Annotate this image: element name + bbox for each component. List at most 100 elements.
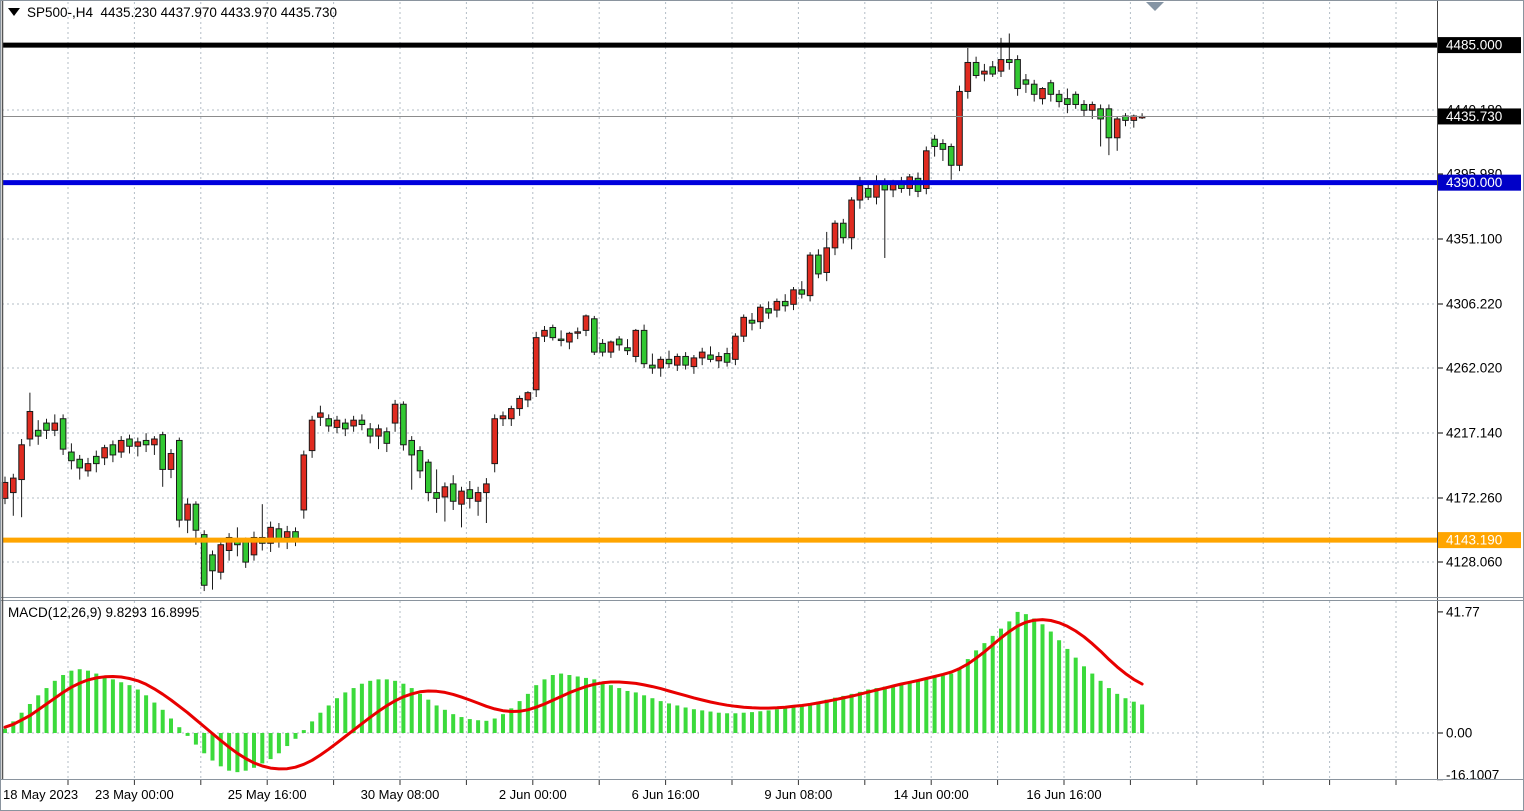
candle-body xyxy=(657,358,665,369)
time-axis-label: 23 May 00:00 xyxy=(95,787,174,802)
macd-bar xyxy=(899,683,904,733)
macd-bar xyxy=(932,677,937,733)
time-axis-label: 30 May 08:00 xyxy=(361,787,440,802)
candle-body xyxy=(1097,108,1104,120)
macd-bar xyxy=(658,701,663,733)
candle-body xyxy=(317,412,324,418)
candle-body xyxy=(989,66,997,75)
candle-body xyxy=(466,489,474,499)
macd-bar xyxy=(210,733,215,761)
candle-body xyxy=(491,418,498,465)
macd-bar xyxy=(434,705,439,733)
macd-bar xyxy=(467,719,472,733)
candle-body xyxy=(781,300,789,307)
candle-body xyxy=(184,503,191,521)
candle-body xyxy=(798,289,806,295)
macd-bar xyxy=(1123,698,1128,733)
macd-bar xyxy=(301,730,306,733)
candle-body xyxy=(134,441,142,447)
candle-body xyxy=(748,319,756,324)
candle-body xyxy=(1014,59,1021,90)
candle-body xyxy=(840,222,847,239)
candle-body xyxy=(532,337,540,391)
macd-bar xyxy=(633,692,638,733)
macd-bar xyxy=(52,680,57,733)
macd-bar xyxy=(11,721,16,733)
candle-body xyxy=(997,59,1005,72)
price-axis-label: 4262.020 xyxy=(1446,361,1502,376)
candle-body xyxy=(59,418,67,450)
macd-bar xyxy=(110,679,115,733)
macd-bar xyxy=(974,650,979,733)
macd-bar xyxy=(484,720,489,733)
macd-bar xyxy=(1023,614,1028,733)
macd-axis-label: -16.1007 xyxy=(1446,768,1499,783)
macd-bar xyxy=(1090,673,1095,733)
macd-bar xyxy=(3,728,7,733)
macd-bar xyxy=(152,702,157,733)
candle-body xyxy=(325,418,332,427)
candle-body xyxy=(474,492,482,502)
macd-bar xyxy=(957,667,962,733)
macd-signal-line xyxy=(3,618,1144,771)
chart-shift-marker-icon[interactable] xyxy=(1146,2,1164,11)
candle-body xyxy=(1055,93,1063,103)
candle-body xyxy=(665,358,673,365)
time-axis: 18 May 2023 23 May 00:00 25 May 16:00 30 Ma… xyxy=(3,780,1397,802)
macd-bar xyxy=(1106,688,1111,733)
macd-bar xyxy=(791,706,796,733)
macd-bar xyxy=(36,695,41,733)
candle-body xyxy=(167,452,175,470)
price-axis-label: 4217.140 xyxy=(1446,426,1502,441)
macd-bar xyxy=(600,682,605,733)
candle-body xyxy=(864,187,872,198)
macd-indicator-label: MACD(12,26,9) 9.8293 16.8995 xyxy=(8,605,200,620)
time-axis-label: 14 Jun 00:00 xyxy=(894,787,969,802)
macd-bar xyxy=(874,688,879,733)
candle-body xyxy=(757,306,764,323)
candle-body xyxy=(242,541,249,563)
macd-bar xyxy=(202,733,207,754)
candle-body xyxy=(549,326,557,339)
macd-bar xyxy=(550,675,555,733)
macd-bar xyxy=(766,710,771,733)
macd-bar xyxy=(1048,631,1053,733)
candle-body xyxy=(391,403,399,424)
macd-bar xyxy=(77,669,82,733)
chart-menu-icon xyxy=(8,8,20,16)
price-axis-label: 4306.220 xyxy=(1446,297,1502,312)
candle-body xyxy=(1105,108,1113,139)
macd-bar xyxy=(376,679,381,733)
candle-body xyxy=(1072,93,1080,105)
macd-bar xyxy=(61,675,66,733)
candle-body xyxy=(51,422,59,431)
macd-bar xyxy=(1098,680,1103,733)
candle-body xyxy=(333,419,341,428)
macd-bar xyxy=(965,659,970,733)
macd-bar xyxy=(492,718,497,733)
candle-body xyxy=(815,254,822,275)
candle-body xyxy=(698,351,706,359)
macd-bar xyxy=(567,675,572,733)
candle-body xyxy=(790,289,797,305)
macd-bar xyxy=(1032,618,1037,733)
candle-body xyxy=(18,444,25,481)
candle-body xyxy=(566,332,573,343)
macd-bar xyxy=(1140,704,1145,733)
price-badge-label: 4390.000 xyxy=(1446,175,1502,190)
macd-bar xyxy=(625,690,630,733)
price-badge-label: 4435.730 xyxy=(1446,109,1502,124)
macd-bar xyxy=(1007,621,1012,733)
candle-body xyxy=(508,408,515,420)
candle-body xyxy=(649,364,656,369)
price-badge xyxy=(1438,37,1521,54)
macd-bar xyxy=(1115,693,1120,733)
macd-bar xyxy=(177,727,182,733)
macd-bar xyxy=(119,682,124,733)
macd-bar xyxy=(218,733,223,767)
macd-bar xyxy=(285,733,290,747)
macd-bar xyxy=(999,628,1003,733)
macd-bar xyxy=(476,720,481,733)
